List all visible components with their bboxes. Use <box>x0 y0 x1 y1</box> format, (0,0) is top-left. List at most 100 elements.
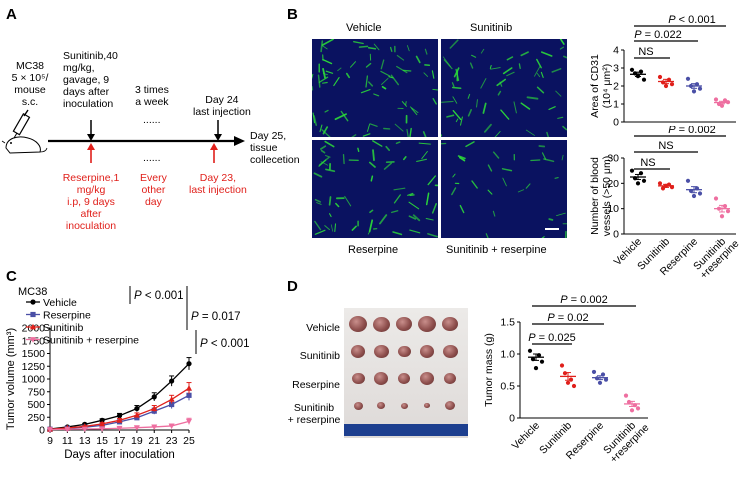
vessel-mark <box>379 214 388 225</box>
vessel-mark <box>325 70 334 74</box>
vessel-mark <box>402 69 412 72</box>
x-tick-label: 9 <box>47 435 53 447</box>
data-point <box>635 181 641 186</box>
data-point <box>99 417 105 423</box>
vessel-mark <box>372 149 375 162</box>
dots-bottom: ...... <box>143 152 161 164</box>
cd31-area-plot: Area of CD31 (10⁴ μm²)0 1 2 3 4 P < 0.001 P = 0… <box>589 14 736 129</box>
data-point <box>657 181 663 186</box>
vessel-mark <box>525 183 531 189</box>
photo-label-combo: Sunitinib + reserpine <box>287 402 341 426</box>
y-axis-label: Area of CD31 <box>589 54 601 118</box>
significance-label: P < 0.001 <box>668 14 715 26</box>
tumor-specimen <box>374 372 388 385</box>
vessel-mark <box>340 110 349 122</box>
vessel-mark <box>449 39 459 49</box>
vessel-mark <box>407 192 414 196</box>
vessel-mark <box>373 93 380 97</box>
data-point <box>597 380 603 385</box>
vessel-mark <box>324 140 335 148</box>
vessel-mark <box>380 70 391 77</box>
vessel-mark <box>322 73 328 76</box>
vessel-mark <box>452 173 456 178</box>
vessel-mark <box>383 162 393 170</box>
vessel-mark <box>559 39 565 45</box>
annotation-label: P < 0.001 <box>200 338 250 350</box>
data-point <box>713 97 719 102</box>
vessel-mark <box>480 48 485 54</box>
x-tick-label: 11 <box>62 435 73 447</box>
vessel-mark <box>455 118 459 123</box>
y-tick-label: 1.5 <box>500 317 515 329</box>
vessel-mark <box>421 151 428 160</box>
vessel-mark <box>517 189 525 193</box>
vessel-mark <box>471 180 478 189</box>
vessel-mark <box>469 62 474 69</box>
data-point <box>685 178 691 183</box>
data-point <box>559 363 565 368</box>
x-tick-label: 13 <box>79 435 91 447</box>
data-point <box>722 204 728 209</box>
vessel-mark <box>548 218 554 221</box>
vessel-mark <box>513 101 517 114</box>
y-tick-label: 750 <box>27 386 45 398</box>
vessel-mark <box>314 220 322 231</box>
tumor-specimen <box>398 373 410 384</box>
vessel-mark <box>502 177 507 187</box>
vessel-mark <box>372 140 383 147</box>
vessel-mark <box>411 107 418 116</box>
y-tick-label: 500 <box>27 399 45 411</box>
tumor-photo <box>344 308 468 438</box>
data-point <box>697 86 703 91</box>
vessel-mark <box>554 176 559 179</box>
significance-label: NS <box>658 140 673 152</box>
vessel-mark <box>497 90 502 96</box>
data-point <box>527 348 533 353</box>
data-point <box>186 384 192 391</box>
vessel-mark <box>441 100 454 103</box>
y-tick-label: 0 <box>613 117 619 129</box>
vessel-mark <box>360 88 371 94</box>
vessel-mark <box>525 129 535 136</box>
data-point <box>657 74 663 80</box>
vessel-mark <box>536 58 542 69</box>
vessel-mark <box>351 225 357 231</box>
annotation-label: P < 0.001 <box>134 290 184 302</box>
vessel-mark <box>313 115 317 126</box>
y-axis-label: vessels (>50 μm) <box>601 156 613 236</box>
data-point <box>591 369 597 375</box>
reserpine-dosing-text: Reserpine,1 mg/kg i.p, 9 days after inoc… <box>62 172 120 232</box>
vessel-mark <box>536 72 541 78</box>
data-point <box>99 426 106 432</box>
data-point <box>133 412 140 418</box>
tumor-volume-plot: MC38 Tumor volume (mm³) Days after inocula… <box>5 286 250 461</box>
significance-label: P = 0.002 <box>668 126 715 136</box>
vessel-mark <box>555 90 562 97</box>
vessel-mark <box>416 158 428 162</box>
vessel-mark <box>546 131 550 137</box>
vessel-mark <box>534 65 541 77</box>
data-point <box>64 426 71 433</box>
blood-vessels-plot: Number of blood vessels (>50 μm) 0102030Ve… <box>589 126 742 282</box>
vessel-mark <box>489 65 492 69</box>
vessel-mark <box>342 153 345 165</box>
vessel-mark <box>459 116 463 126</box>
vessel-mark <box>563 55 567 59</box>
vessel-mark <box>520 51 529 57</box>
data-point <box>571 383 577 389</box>
tumor-specimen <box>373 344 389 358</box>
data-point <box>629 67 635 72</box>
photo-label-reserpine: Reserpine <box>292 379 340 391</box>
reserpine-arrows <box>87 143 218 163</box>
vessel-mark <box>506 56 514 61</box>
vessel-mark <box>482 102 487 114</box>
vessel-mark <box>322 58 333 65</box>
vessel-mark <box>541 51 553 57</box>
vessel-mark <box>318 156 330 166</box>
vessel-mark <box>406 128 409 137</box>
tumor-specimen <box>397 345 411 358</box>
data-point <box>697 191 703 196</box>
data-point <box>641 178 647 183</box>
vessel-mark <box>381 77 389 85</box>
vessel-mark <box>459 204 465 214</box>
